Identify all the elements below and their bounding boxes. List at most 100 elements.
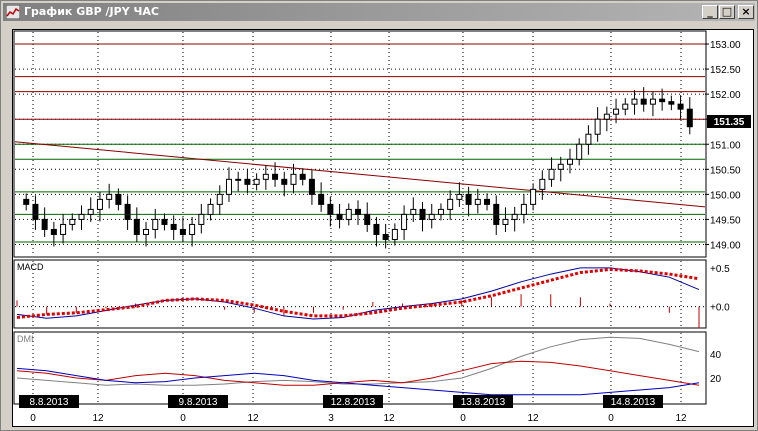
bear-candle[interactable] [272, 173, 279, 180]
bear-candle[interactable] [281, 178, 288, 185]
minimize-button[interactable]: _ [702, 5, 718, 19]
maximize-button[interactable]: □ [719, 5, 735, 19]
chart-canvas[interactable]: 153.00152.50152.00151.50151.00150.50150.… [13, 30, 753, 426]
bull-candle[interactable] [189, 223, 196, 235]
bear-candle[interactable] [170, 223, 177, 230]
bear-candle[interactable] [382, 233, 389, 240]
bear-candle[interactable] [419, 208, 426, 220]
date-label-bg [323, 395, 383, 408]
bull-candle[interactable] [106, 193, 113, 200]
date-label-box: 8.8.2013 [19, 395, 79, 408]
bull-candle[interactable] [345, 208, 352, 220]
date-label-box: 9.8.2013 [168, 395, 228, 408]
bull-candle[interactable] [456, 193, 463, 200]
bear-candle[interactable] [659, 98, 666, 103]
bull-candle[interactable] [502, 218, 509, 225]
chart-area[interactable]: 153.00152.50152.00151.50151.00150.50150.… [12, 29, 754, 427]
bear-candle[interactable] [32, 203, 39, 220]
bull-candle[interactable] [585, 133, 592, 145]
bear-candle[interactable] [373, 223, 380, 235]
bull-candle[interactable] [96, 198, 103, 210]
bull-candle[interactable] [576, 143, 583, 160]
bull-candle[interactable] [613, 108, 620, 115]
bull-candle[interactable] [87, 208, 94, 215]
bear-candle[interactable] [465, 193, 472, 205]
macd-line[interactable] [16, 267, 700, 320]
current-price-value: 151.35 [714, 117, 745, 128]
bear-candle[interactable] [308, 178, 315, 195]
hour-label: 12 [675, 413, 687, 424]
bull-candle[interactable] [649, 98, 656, 105]
bear-candle[interactable] [677, 103, 684, 110]
bear-candle[interactable] [124, 203, 131, 220]
bull-candle[interactable] [622, 103, 629, 110]
hour-label: 0 [30, 413, 36, 424]
bull-candle[interactable] [391, 228, 398, 240]
date-label-box: 14.8.2013 [603, 395, 663, 408]
bull-candle[interactable] [511, 213, 518, 220]
bull-candle[interactable] [447, 198, 454, 210]
bear-candle[interactable] [318, 193, 325, 205]
bull-candle[interactable] [594, 118, 601, 135]
bull-candle[interactable] [437, 208, 444, 215]
bear-candle[interactable] [50, 228, 57, 235]
chart-app-icon [6, 5, 20, 19]
bull-candle[interactable] [152, 218, 159, 230]
bear-candle[interactable] [484, 198, 491, 205]
bear-candle[interactable] [686, 108, 693, 128]
bull-candle[interactable] [539, 178, 546, 190]
macd-signal-line[interactable] [16, 267, 700, 319]
bull-candle[interactable] [143, 228, 150, 235]
bull-candle[interactable] [198, 213, 205, 225]
bull-candle[interactable] [428, 213, 435, 220]
price-tick-label: 153.00 [710, 40, 741, 51]
bear-candle[interactable] [640, 98, 647, 105]
bull-candle[interactable] [262, 173, 269, 180]
bull-candle[interactable] [78, 213, 85, 220]
bull-candle[interactable] [530, 188, 537, 205]
dmi-plus-di-line[interactable] [16, 360, 700, 386]
bear-candle[interactable] [327, 203, 334, 215]
bull-candle[interactable] [566, 158, 573, 165]
hour-label: 12 [527, 413, 539, 424]
bull-candle[interactable] [69, 218, 76, 225]
bear-candle[interactable] [336, 213, 343, 220]
bull-candle[interactable] [253, 178, 260, 185]
close-button[interactable]: × [738, 5, 754, 19]
hour-label: 12 [92, 413, 104, 424]
dmi-minus-di-line[interactable] [16, 367, 700, 396]
bear-candle[interactable] [133, 218, 140, 235]
bear-candle[interactable] [364, 213, 371, 225]
bear-candle[interactable] [23, 198, 30, 205]
bull-candle[interactable] [216, 193, 223, 205]
bear-candle[interactable] [41, 218, 48, 230]
bull-candle[interactable] [207, 203, 214, 215]
date-label: 8.8.2013 [30, 397, 69, 408]
title-bar[interactable]: График GBP /JPY ЧАС [3, 3, 755, 21]
bull-candle[interactable] [290, 173, 297, 185]
price-tick-label: 149.00 [710, 240, 741, 251]
bull-candle[interactable] [557, 163, 564, 170]
bear-candle[interactable] [355, 208, 361, 215]
bear-candle[interactable] [244, 178, 251, 185]
bull-candle[interactable] [631, 98, 638, 105]
bear-candle[interactable] [161, 218, 168, 225]
bull-candle[interactable] [401, 213, 408, 230]
bull-candle[interactable] [520, 203, 527, 215]
bear-candle[interactable] [668, 101, 675, 105]
date-label: 13.8.2013 [461, 397, 506, 408]
bull-candle[interactable] [548, 168, 555, 180]
bull-candle[interactable] [474, 198, 481, 205]
bull-candle[interactable] [225, 178, 232, 195]
bear-candle[interactable] [115, 193, 122, 205]
bull-candle[interactable] [60, 223, 67, 235]
price-tick-label: 150.00 [710, 190, 741, 201]
price-tick-label: 152.00 [710, 90, 741, 101]
bear-candle[interactable] [179, 228, 186, 235]
date-label: 14.8.2013 [611, 397, 656, 408]
bull-candle[interactable] [235, 178, 242, 181]
bear-candle[interactable] [299, 173, 306, 180]
bull-candle[interactable] [603, 113, 610, 120]
bull-candle[interactable] [410, 208, 417, 215]
bear-candle[interactable] [493, 203, 500, 225]
